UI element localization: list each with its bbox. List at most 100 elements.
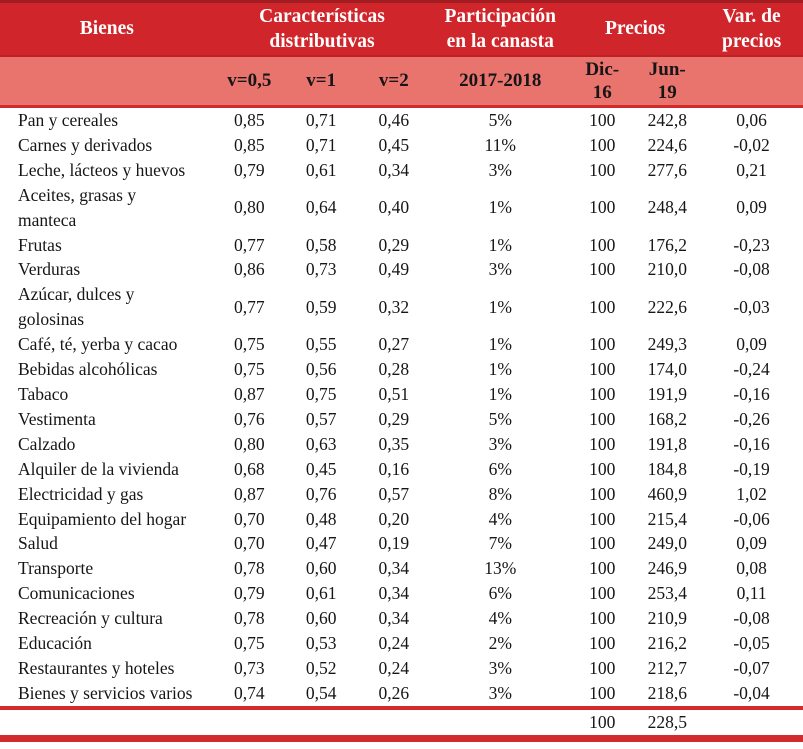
cell: -0,08: [733, 259, 770, 280]
cell: 0,46: [378, 110, 410, 130]
subheader-jun19: Jun- 19: [634, 55, 701, 108]
cell: -0,24: [733, 359, 770, 380]
row-label: Bebidas alcohólicas: [18, 359, 158, 380]
cell: 0,53: [305, 633, 337, 654]
cell: 0,47: [305, 533, 337, 554]
cell: 100: [589, 633, 616, 654]
cell: 0,32: [378, 296, 410, 317]
cell: 1%: [488, 296, 512, 317]
cell: 176,2: [647, 234, 687, 255]
cell: 0,51: [378, 383, 410, 404]
cell: 4%: [488, 508, 512, 529]
row-label: Aceites, grasas y manteca: [18, 184, 137, 230]
cell: 1%: [488, 359, 512, 380]
table-row: Transporte 0,78 0,60 0,34 13% 100 246,9 0,08: [0, 556, 803, 581]
cell: 191,8: [647, 433, 687, 454]
cell: 0,55: [305, 334, 337, 355]
cell: 0,09: [736, 334, 767, 355]
cell: 6%: [488, 583, 512, 604]
header-precios: Precios: [570, 1, 701, 57]
cell: 0,09: [736, 197, 767, 218]
cell: 253,4: [647, 583, 687, 604]
cell: 248,4: [647, 197, 687, 218]
cell: 216,2: [647, 633, 687, 654]
cell: 0,78: [234, 558, 265, 579]
table-row: Recreación y cultura 0,78 0,60 0,34 4% 100 210…: [0, 606, 803, 631]
cell: 0,61: [305, 583, 337, 604]
cell: 100: [589, 159, 616, 180]
summary-dic16-total: 100: [570, 705, 635, 742]
cell: 0,26: [378, 682, 410, 703]
cell: 0,35: [378, 433, 410, 454]
cell: 0,74: [234, 682, 265, 703]
cell: -0,23: [733, 234, 770, 255]
cell: 0,73: [234, 657, 265, 678]
cell: -0,16: [733, 433, 770, 454]
cell: 100: [589, 508, 616, 529]
cell: 100: [589, 558, 616, 579]
cell: 100: [589, 533, 616, 554]
cell: 1%: [488, 197, 512, 218]
cell: 0,57: [305, 408, 337, 429]
table-row: Aceites, grasas y manteca 0,80 0,64 0,40 1% 1…: [0, 183, 803, 233]
cell: 0,49: [378, 259, 410, 280]
cell: 0,78: [234, 608, 265, 629]
row-label: Restaurantes y hoteles: [18, 657, 175, 678]
cell: 0,45: [378, 134, 410, 155]
header-var-precios: Var. de precios: [700, 1, 803, 57]
summary-empty-var: [700, 705, 803, 742]
cell: 0,24: [378, 633, 410, 654]
cell: 3%: [488, 682, 512, 703]
cell: -0,04: [733, 682, 770, 703]
table-row: Pan y cereales 0,85 0,71 0,46 5% 100 242,8 0,06: [0, 107, 803, 133]
cell: 5%: [488, 408, 512, 429]
cell: 0,56: [305, 359, 337, 380]
cell: 0,75: [234, 359, 265, 380]
cell: 0,85: [234, 110, 265, 130]
table-row: Frutas 0,77 0,58 0,29 1% 100 176,2 -0,23: [0, 233, 803, 258]
cell: 4%: [488, 608, 512, 629]
cell: 100: [589, 296, 616, 317]
cell: 0,70: [234, 508, 265, 529]
cell: 0,75: [305, 383, 337, 404]
row-label: Comunicaciones: [18, 583, 135, 604]
cell: 1%: [488, 234, 512, 255]
row-label: Café, té, yerba y cacao: [18, 334, 178, 355]
cell: 277,6: [647, 159, 687, 180]
cell: 100: [589, 433, 616, 454]
cell: 3%: [488, 433, 512, 454]
table-row: Restaurantes y hoteles 0,73 0,52 0,24 3% 100 2…: [0, 656, 803, 681]
cell: 100: [589, 197, 616, 218]
table-row: Calzado 0,80 0,63 0,35 3% 100 191,8 -0,16: [0, 432, 803, 457]
subheader-empty-bienes: [0, 55, 214, 108]
cell: 0,79: [234, 583, 265, 604]
cell: -0,19: [733, 458, 770, 479]
row-label: Frutas: [18, 234, 62, 255]
row-label: Pan y cereales: [18, 110, 119, 130]
cell: 100: [589, 608, 616, 629]
row-label: Verduras: [18, 259, 81, 280]
table-row: Azúcar, dulces y golosinas 0,77 0,59 0,32 1%…: [0, 282, 803, 332]
cell: 0,19: [378, 533, 410, 554]
row-label: Calzado: [18, 433, 76, 454]
table-row: Carnes y derivados 0,85 0,71 0,45 11% 100 224,…: [0, 133, 803, 158]
cell: 0,85: [234, 134, 265, 155]
table-row: Tabaco 0,87 0,75 0,51 1% 100 191,9 -0,16: [0, 382, 803, 407]
row-label: Leche, lácteos y huevos: [18, 159, 186, 180]
cell: 215,4: [647, 508, 687, 529]
cell: 0,57: [378, 483, 410, 504]
cell: 100: [589, 134, 616, 155]
cell: 0,09: [736, 533, 767, 554]
cell: 0,24: [378, 657, 410, 678]
subheader-v1: v=1: [285, 55, 358, 108]
cell: 0,76: [305, 483, 337, 504]
row-label: Bienes y servicios varios: [18, 682, 193, 703]
cell: 1,02: [736, 483, 767, 504]
row-label: Vestimenta: [18, 408, 96, 429]
cell: 0,73: [305, 259, 337, 280]
cell: 249,3: [647, 334, 687, 355]
row-label: Equipamiento del hogar: [18, 508, 187, 529]
cell: 100: [589, 359, 616, 380]
cell: 242,8: [647, 110, 687, 130]
